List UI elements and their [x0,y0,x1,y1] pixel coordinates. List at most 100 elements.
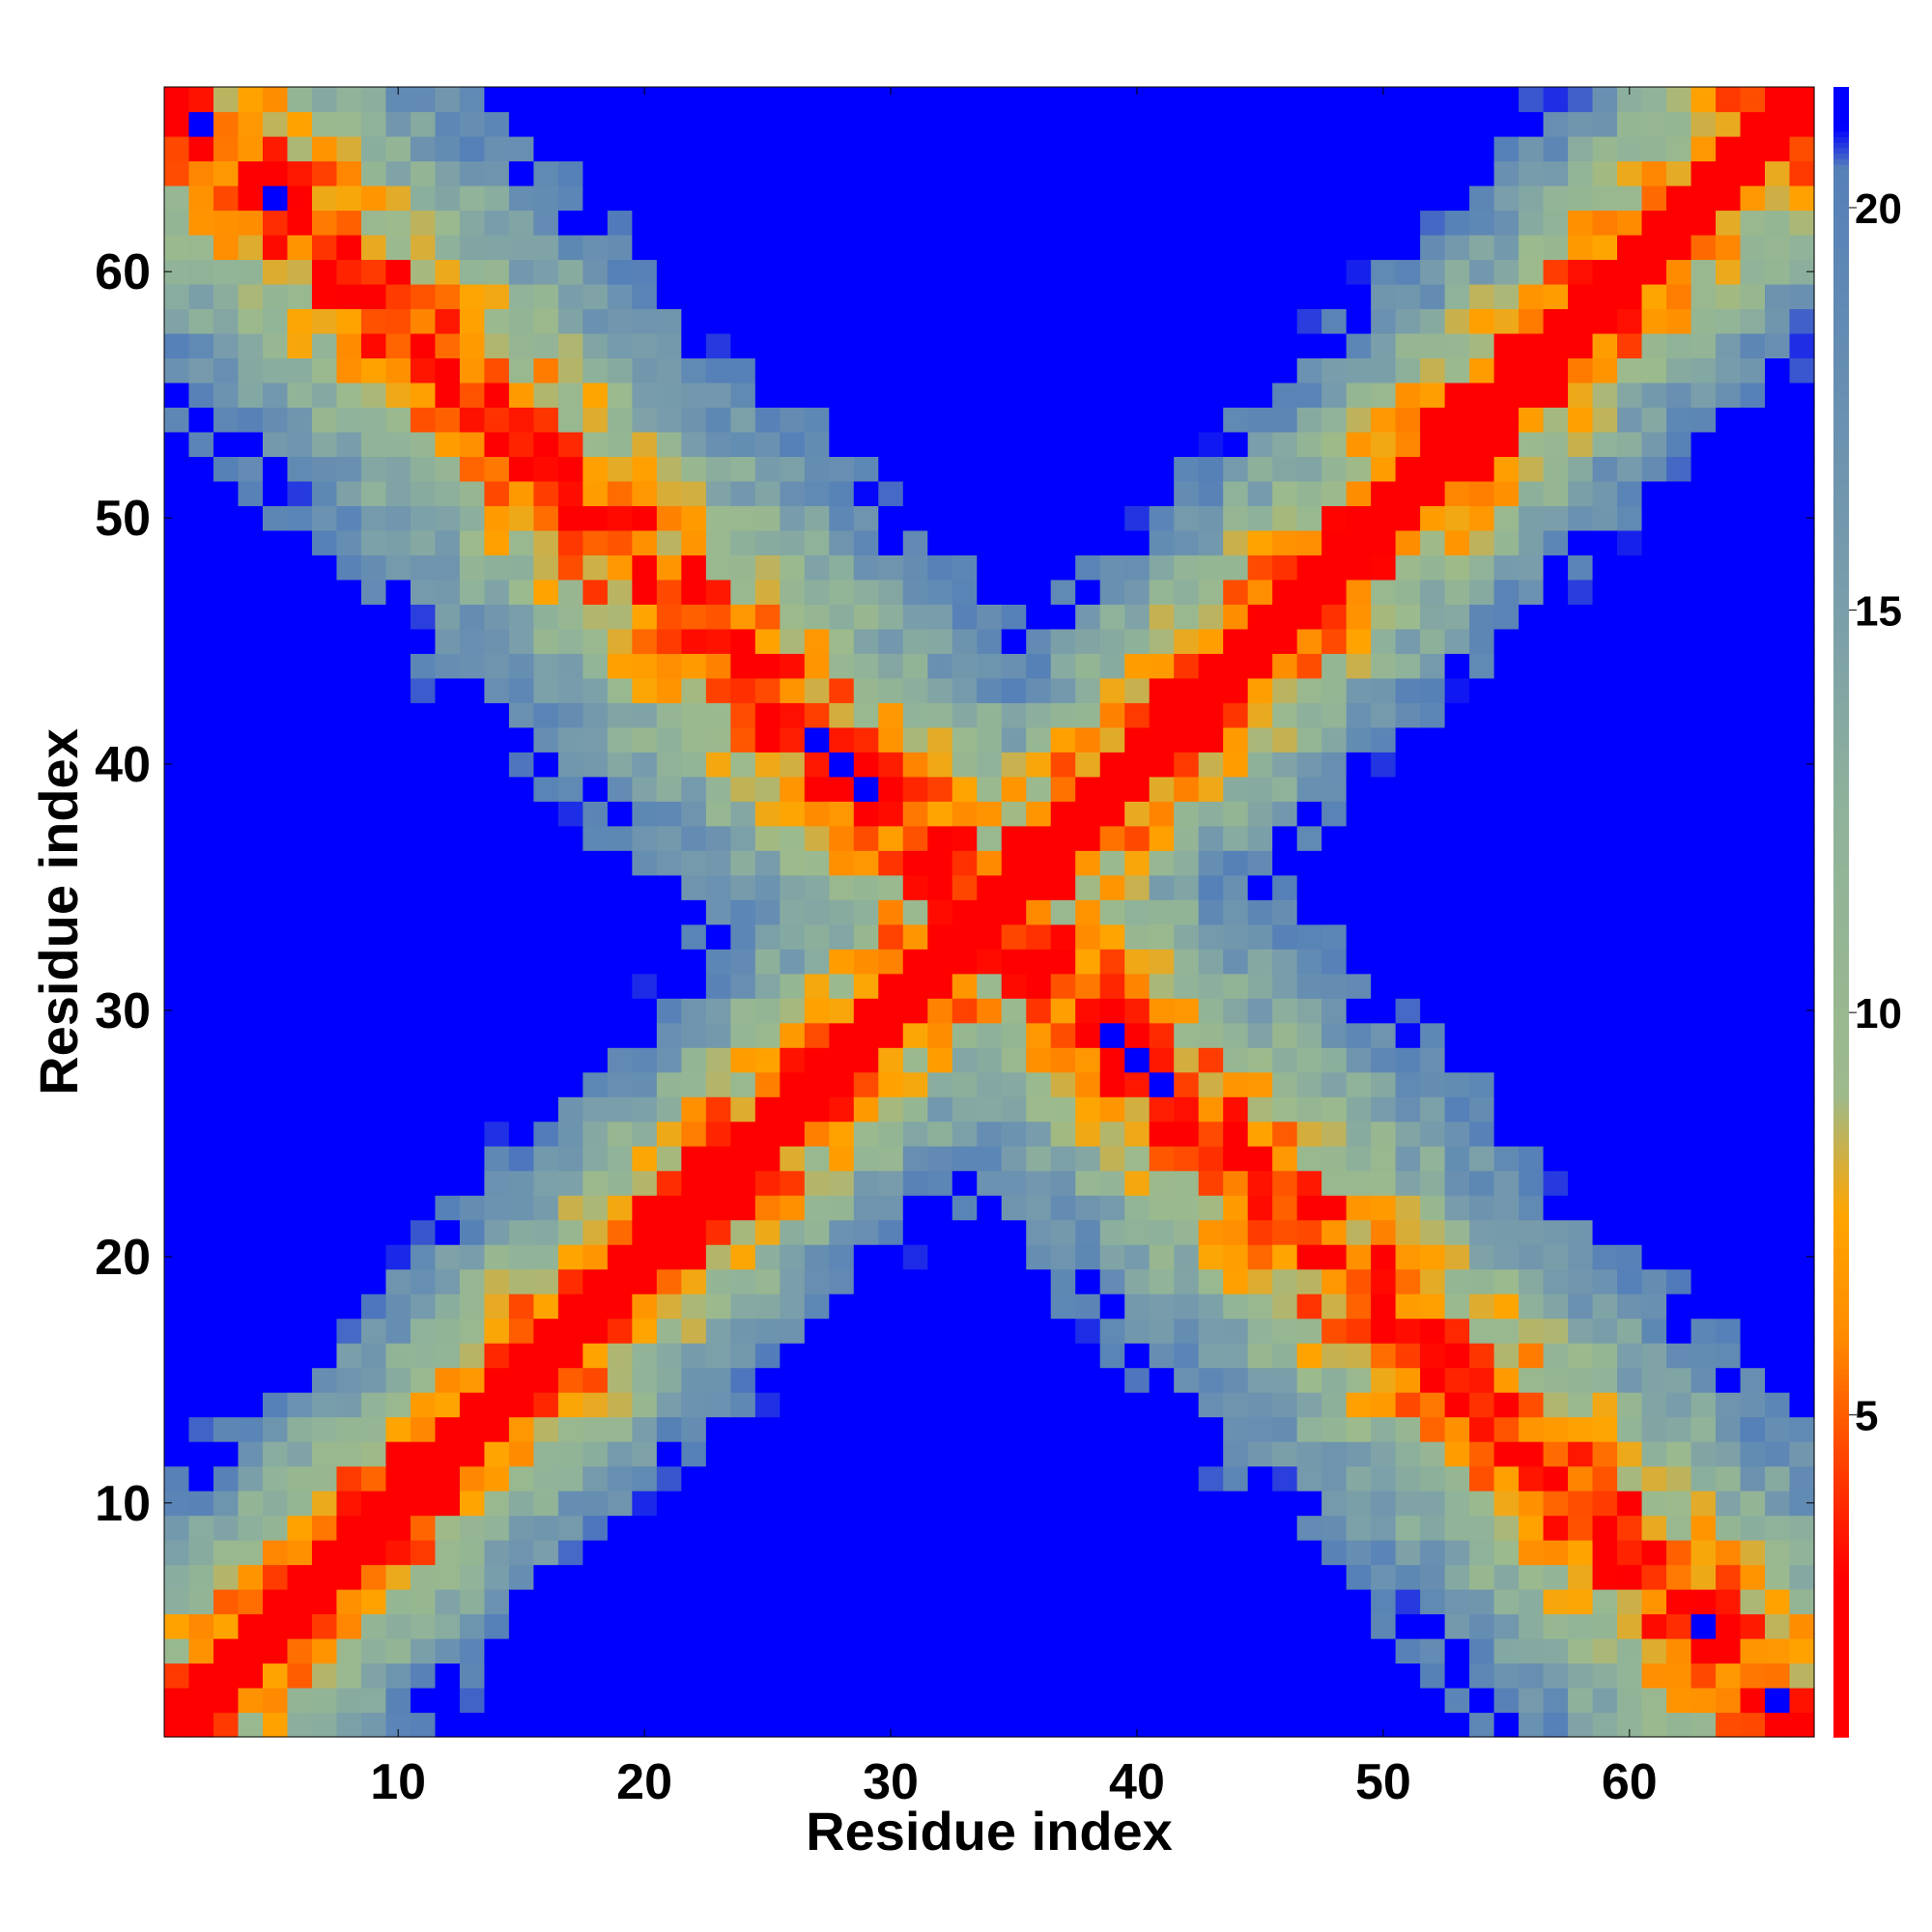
heatmap-cell [681,111,707,137]
y-tick-label: 50 [95,491,151,547]
heatmap-cell [705,604,731,630]
heatmap-cell [1296,1195,1322,1221]
colorbar-segment [1833,406,1849,412]
heatmap-cell [1789,185,1815,212]
heatmap-cell [484,1613,510,1639]
heatmap-cell [927,382,953,408]
heatmap-cell [533,1638,559,1664]
colorbar-segment [1833,1180,1849,1188]
heatmap-cell [410,1367,437,1393]
heatmap-cell [435,604,461,630]
heatmap-cell [1740,185,1766,212]
heatmap-cell [1690,1268,1717,1294]
heatmap-cell [1690,1465,1717,1492]
heatmap-cell [287,1589,313,1615]
heatmap-cell [1198,529,1224,555]
heatmap-cell [1469,111,1495,137]
colorbar-segment [1833,802,1849,809]
heatmap-cell [385,1441,412,1467]
heatmap-cell [287,899,313,925]
heatmap-cell [804,1047,830,1073]
heatmap-cell [410,382,437,408]
heatmap-cell [1420,850,1446,876]
heatmap-cell [1395,1022,1421,1048]
heatmap-cell [780,1688,806,1714]
colorbar-segment [1833,301,1849,308]
heatmap-cell [410,1613,437,1639]
heatmap-cell [1001,1564,1027,1590]
colorbar-segment [1833,1555,1849,1562]
heatmap-cell [1765,111,1791,137]
heatmap-cell [1395,1367,1421,1393]
heatmap-cell [977,998,1003,1024]
heatmap-cell [1592,923,1618,950]
heatmap-cell [1765,1244,1791,1270]
heatmap-cell [213,382,240,408]
heatmap-cell [188,259,214,285]
heatmap-cell [1765,973,1791,999]
heatmap-cell [1247,1318,1273,1344]
heatmap-cell [311,677,338,703]
heatmap-cell [1690,801,1717,827]
heatmap-cell [927,1096,953,1122]
heatmap-cell [1519,1146,1545,1172]
heatmap-cell [1124,332,1151,359]
heatmap-cell [705,111,731,137]
heatmap-cell [1740,456,1766,482]
heatmap-cell [730,210,756,236]
heatmap-cell [262,1416,289,1442]
heatmap-cell [878,998,904,1024]
heatmap-cell [1444,579,1470,605]
heatmap-cell [681,1268,707,1294]
colorbar-segment [1833,1357,1849,1364]
heatmap-cell [1690,456,1717,482]
heatmap-cell [213,135,240,162]
heatmap-cell [1568,1071,1594,1097]
heatmap-cell [336,1688,362,1714]
heatmap-cell [853,899,879,925]
heatmap-cell [1444,1441,1470,1467]
heatmap-cell [1519,973,1545,999]
colorbar-segment [1833,647,1849,655]
heatmap-cell [952,1662,978,1689]
heatmap-cell [804,382,830,408]
heatmap-cell [1272,628,1298,654]
heatmap-cell [557,283,583,310]
heatmap-cell [287,87,313,113]
heatmap-cell [829,949,855,975]
heatmap-cell [780,973,806,999]
heatmap-cell [1395,357,1421,384]
heatmap-cell [459,554,485,581]
heatmap-cell [1321,1416,1348,1442]
heatmap-cell [1321,111,1348,137]
heatmap-cell [607,801,633,827]
heatmap-cell [582,1392,609,1418]
heatmap-cell [1519,1219,1545,1245]
heatmap-cell [1346,407,1372,433]
colorbar-segment [1833,933,1849,941]
heatmap-cell [730,259,756,285]
heatmap-cell [1543,726,1569,753]
heatmap-cell [435,480,461,506]
heatmap-cell [730,1219,756,1245]
heatmap-cell [730,554,756,581]
colorbar-segment [1833,1346,1849,1353]
heatmap-cell [1026,234,1052,261]
heatmap-cell [262,874,289,900]
heatmap-cell [1321,87,1348,113]
heatmap-cell [311,1540,338,1566]
colorbar-segment [1833,1296,1849,1304]
heatmap-cell [853,850,879,876]
heatmap-cell [902,1318,928,1344]
heatmap-cell [952,1096,978,1122]
heatmap-cell [311,283,338,310]
heatmap-cell [410,1589,437,1615]
heatmap-cell [607,1318,633,1344]
heatmap-cell [656,1146,682,1172]
heatmap-cell [1050,1416,1076,1442]
heatmap-cell [1789,308,1815,334]
heatmap-cell [705,1688,731,1714]
heatmap-cell [705,283,731,310]
heatmap-cell [311,1022,338,1048]
heatmap-cell [557,480,583,506]
